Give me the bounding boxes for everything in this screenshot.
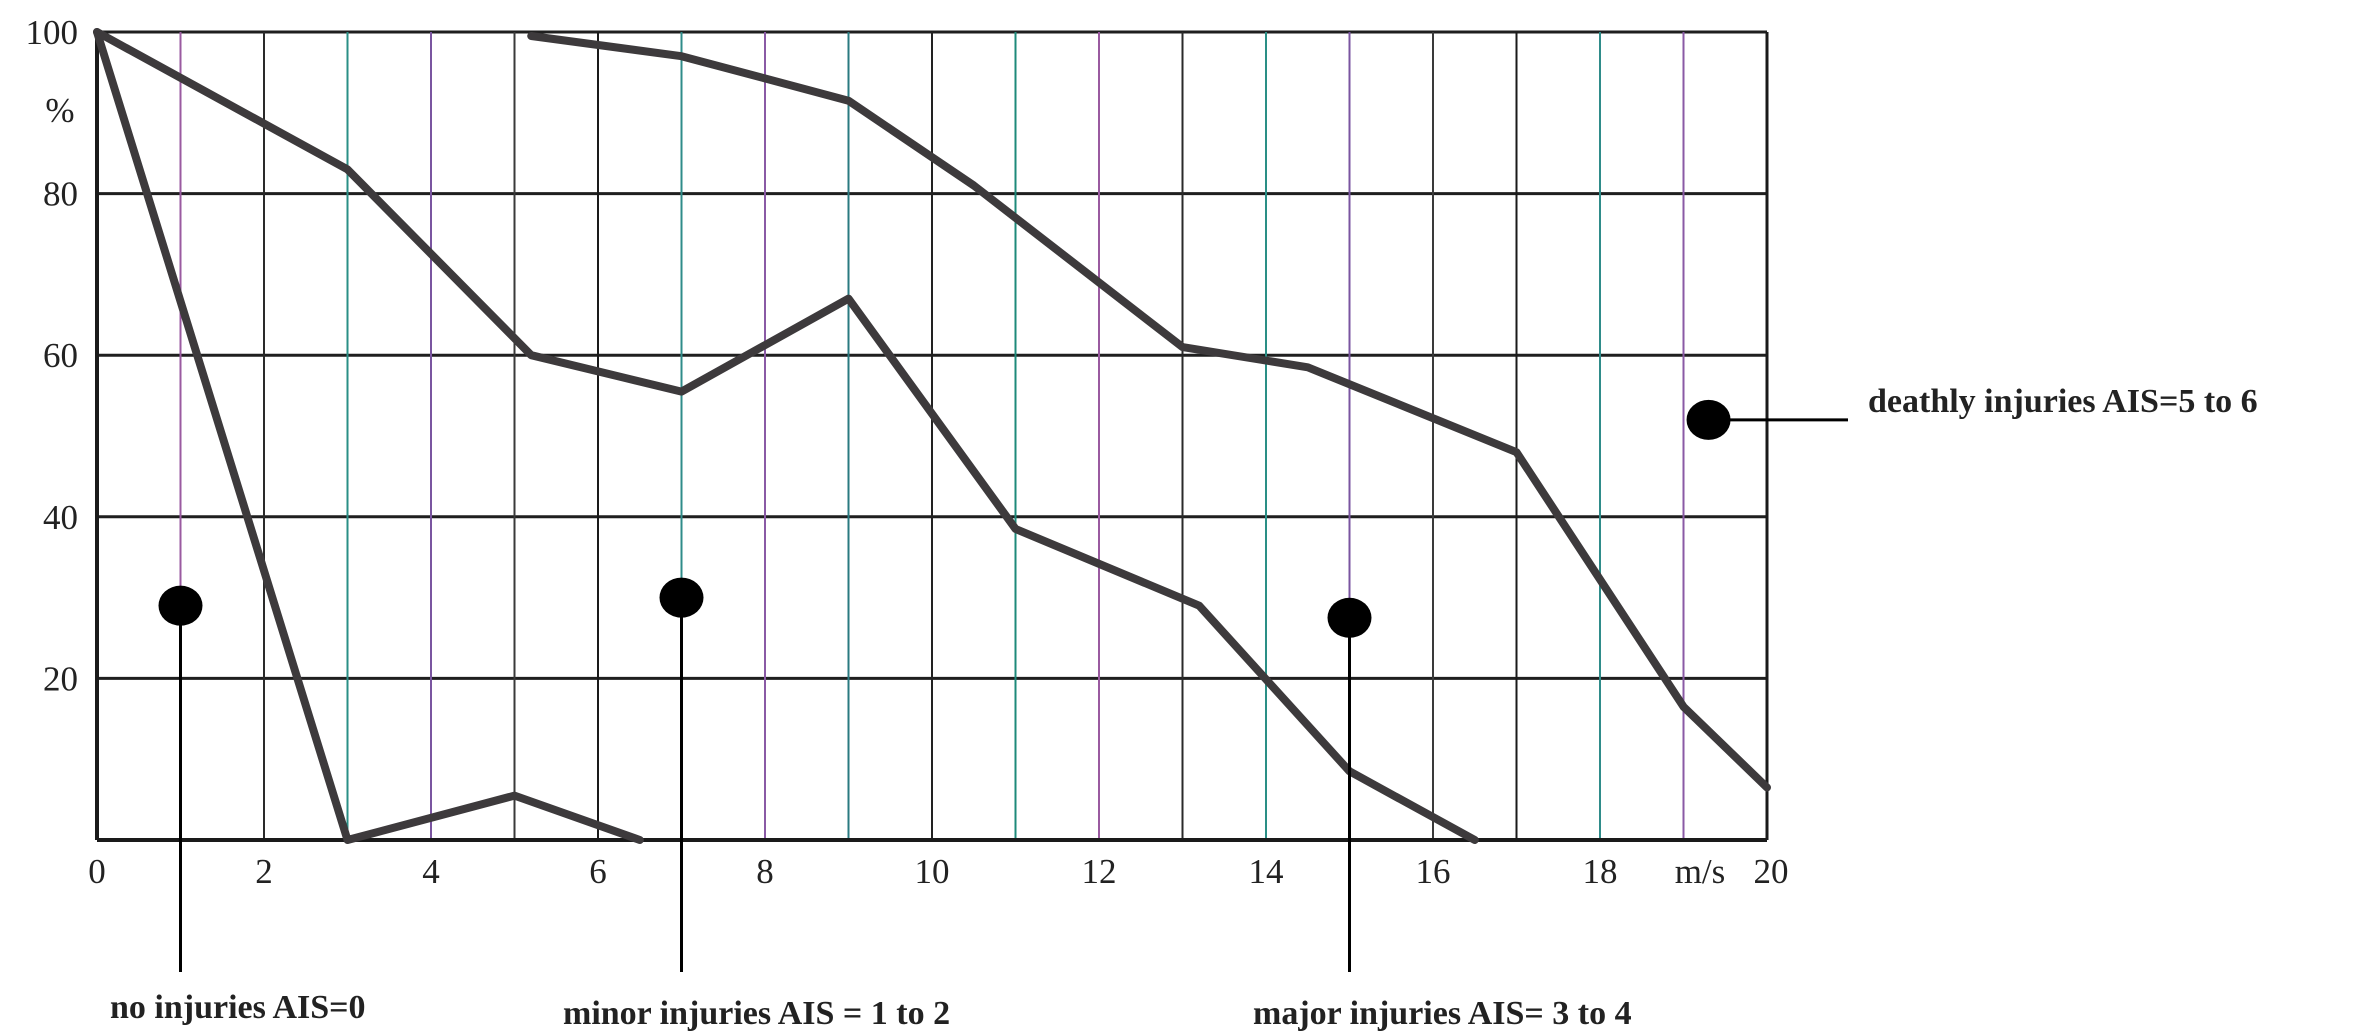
y-tick-label: 20 [43,659,78,698]
x-axis-label: m/s [1675,852,1726,891]
annotation-label-minor-injuries: minor injuries AIS = 1 to 2 [563,995,950,1032]
series-lines [93,28,1771,844]
x-tick-label: 18 [1583,852,1618,891]
x-tick-label: 14 [1249,852,1284,891]
series-line-3 [527,32,1771,792]
annotation-leader-lines [179,418,1848,972]
x-tick-label: 2 [255,852,273,891]
x-tick-label: 10 [915,852,950,891]
y-tick-label: 100 [26,13,79,52]
x-tick-label: 6 [589,852,607,891]
x-tick-label: 16 [1416,852,1451,891]
x-tick-label: 12 [1082,852,1117,891]
y-axis-label: % [45,91,74,130]
annotation-label-major-injuries: major injuries AIS= 3 to 4 [1253,995,1632,1032]
y-tick-label: 80 [43,175,78,214]
x-tick-label: 20 [1754,852,1789,891]
x-tick-label: 8 [756,852,774,891]
annotation-label-deathly-injuries: deathly injuries AIS=5 to 6 [1868,383,2258,420]
annotation-label-no-injuries: no injuries AIS=0 [110,989,366,1026]
x-tick-label: 0 [88,852,106,891]
tick-labels: 0 2 4 6 8 10 12 14 16 18 20 20 40 60 80 100 [26,13,1789,891]
y-tick-label: 40 [43,498,78,537]
grid [95,30,1769,842]
series-line-1 [93,28,644,844]
y-tick-label: 60 [43,336,78,375]
x-tick-label: 4 [422,852,440,891]
series-line-2 [93,28,1479,844]
